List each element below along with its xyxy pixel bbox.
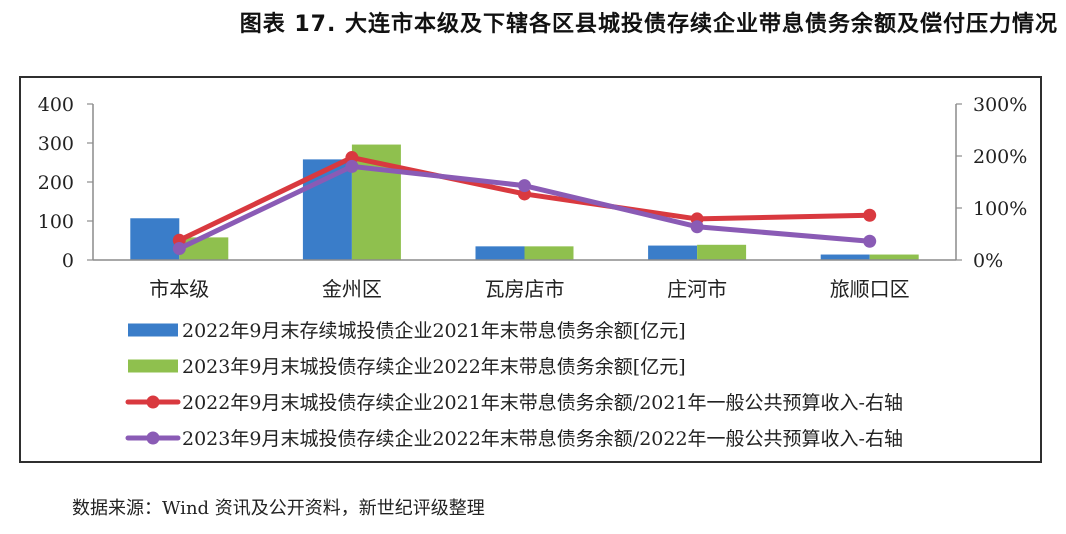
legend-swatch-marker	[146, 431, 160, 445]
bar-series-1	[820, 254, 870, 260]
line-series-2-point	[345, 159, 359, 173]
x-axis-category-label: 庄河市	[667, 277, 727, 301]
bar-series-2	[524, 246, 574, 260]
chart-frame	[19, 76, 1042, 463]
right-axis-tick-label: 100%	[973, 198, 1027, 220]
bar-series-1	[648, 245, 698, 260]
left-axis-tick-label: 200	[38, 172, 74, 194]
line-series-2-point	[518, 179, 531, 193]
right-axis-tick-label: 200%	[973, 146, 1027, 168]
left-axis-tick-label: 300	[38, 133, 74, 155]
legend-label: 2022年9月末存续城投债企业2021年末带息债务余额[亿元]	[182, 320, 686, 342]
legend-swatch-bar	[128, 359, 178, 373]
legend-label: 2023年9月末城投债存续企业2022年末带息债务余额[亿元]	[182, 356, 686, 378]
legend-label: 2022年9月末城投债存续企业2021年末带息债务余额/2021年一般公共预算收…	[182, 392, 903, 414]
x-axis-category-label: 市本级	[149, 277, 209, 301]
legend-label: 2023年9月末城投债存续企业2022年末带息债务余额/2022年一般公共预算收…	[182, 428, 903, 450]
line-series-1-point	[863, 208, 877, 222]
bar-series-2	[697, 244, 747, 260]
bar-series-1	[475, 246, 525, 260]
line-series-2-point	[690, 220, 704, 234]
chart-title: 图表 17. 大连市本级及下辖各区县城投债存续企业带息债务余额及偿付压力情况	[239, 12, 1058, 37]
left-axis-tick-label: 100	[38, 211, 74, 233]
line-series-2-point	[863, 234, 877, 248]
legend-swatch-bar	[128, 323, 178, 337]
bar-series-2	[869, 254, 919, 260]
left-axis-tick-label: 0	[62, 250, 74, 272]
left-axis-tick-label: 400	[38, 94, 74, 116]
right-axis-tick-label: 300%	[973, 94, 1027, 116]
right-axis-tick-label: 0%	[973, 250, 1003, 272]
legend-swatch-marker	[146, 395, 160, 409]
bar-series-2	[179, 237, 229, 260]
line-series-2	[176, 163, 873, 252]
bar-series-1	[130, 218, 180, 260]
source-note: 数据来源：Wind 资讯及公开资料，新世纪评级整理	[72, 498, 485, 519]
x-axis-category-label: 瓦房店市	[485, 277, 565, 301]
x-axis-category-label: 金州区	[322, 277, 382, 301]
line-series-2-point	[172, 242, 186, 256]
x-axis-category-label: 旅顺口区	[830, 277, 910, 301]
bar-series-1	[302, 159, 352, 260]
